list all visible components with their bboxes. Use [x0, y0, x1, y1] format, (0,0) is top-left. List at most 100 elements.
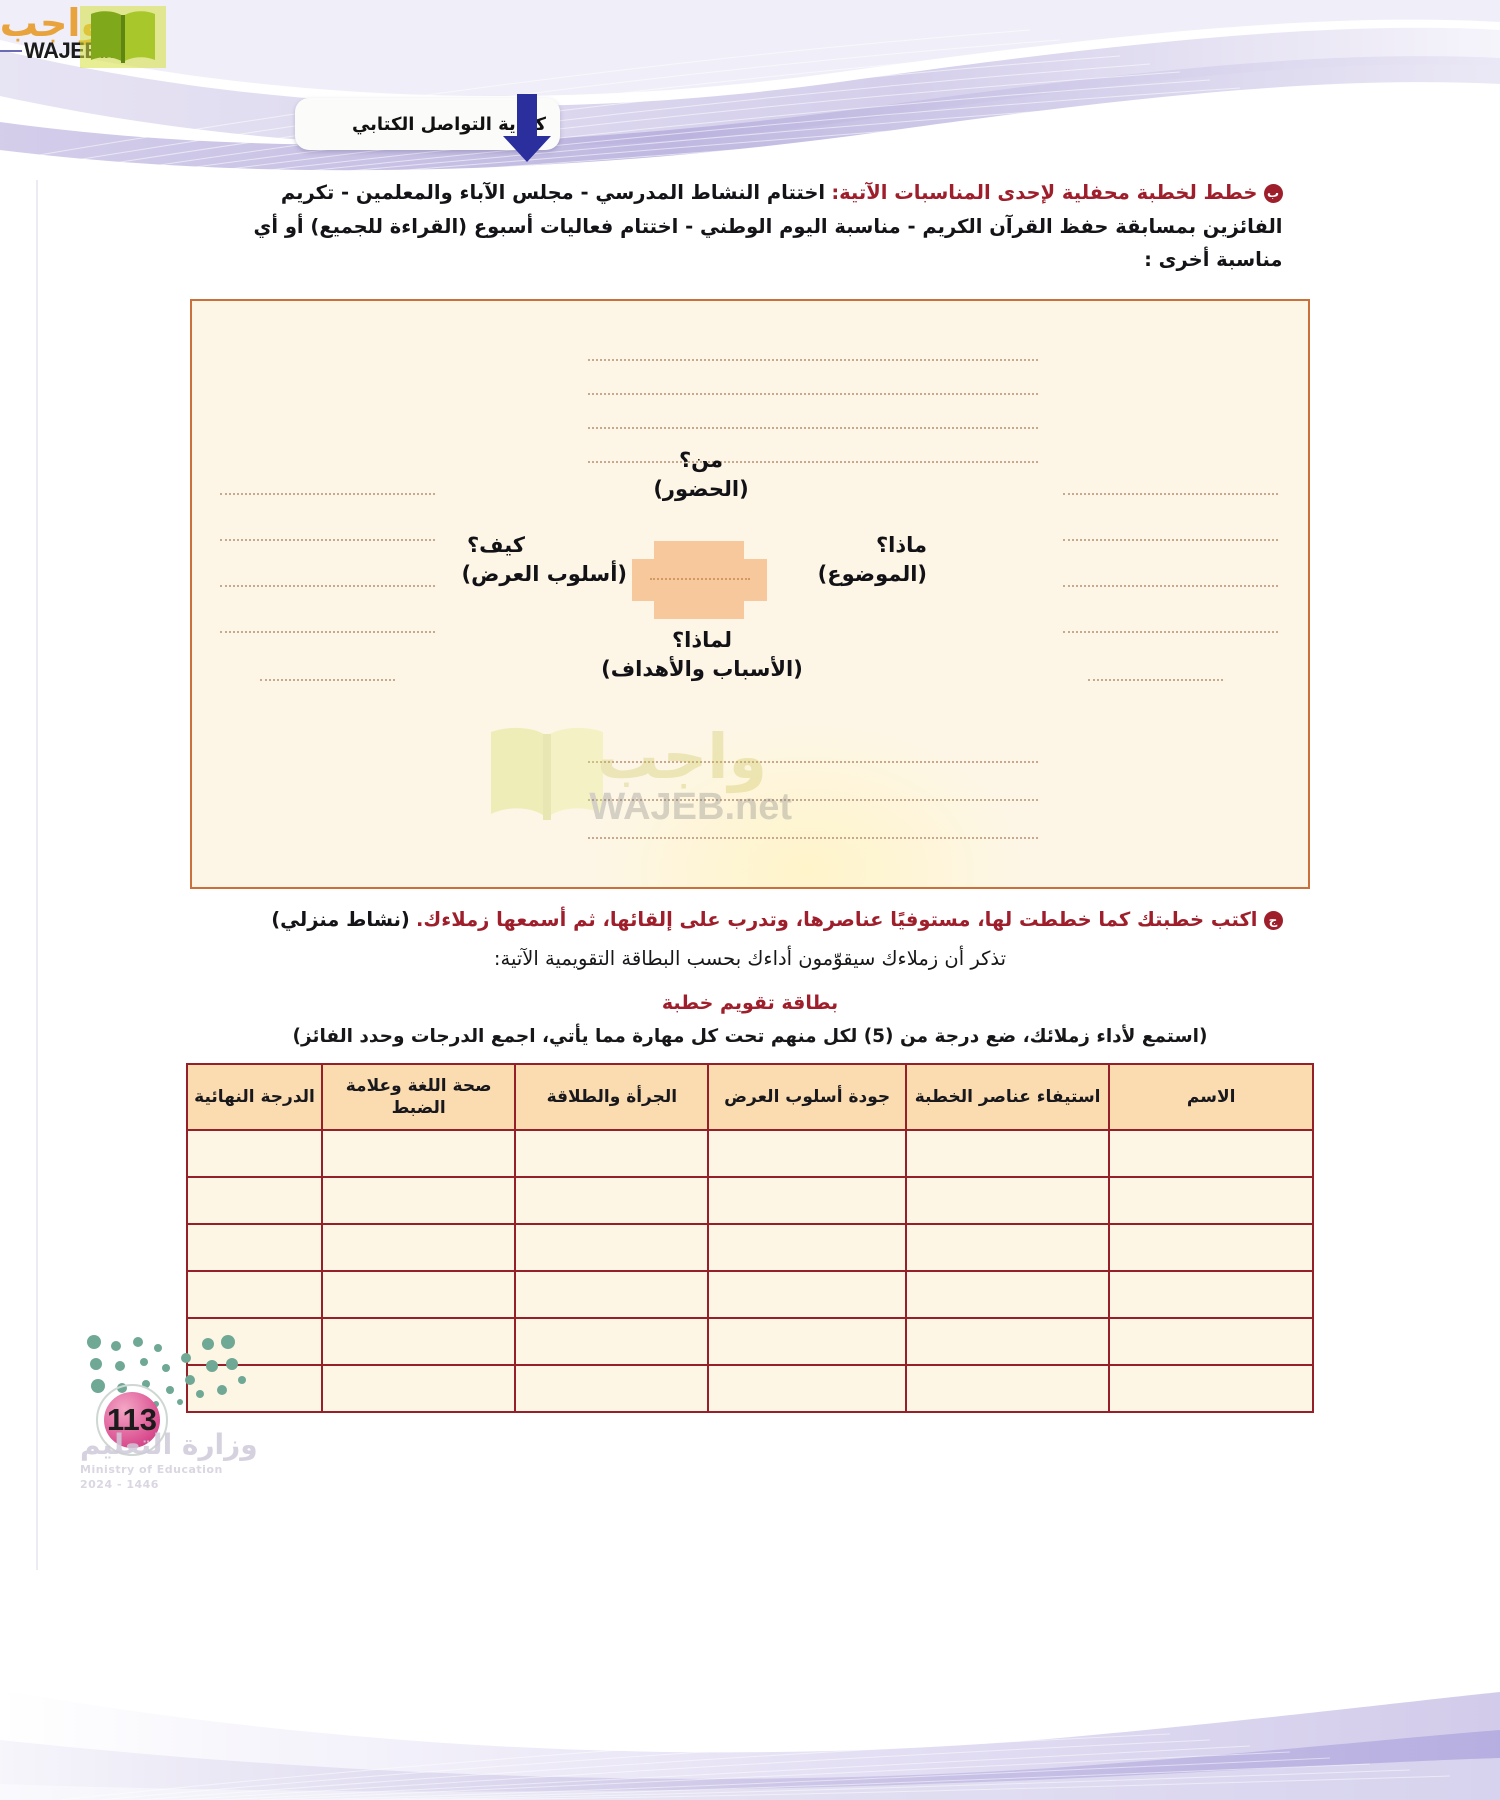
watermark-tld: .net — [724, 785, 792, 828]
exercise-b-body: اختتام النشاط المدرسي - مجلس الآباء والم… — [253, 181, 1283, 272]
column-header-boldness: الجرأة والطلاقة — [514, 1062, 710, 1131]
cell-elem[interactable] — [904, 1269, 1111, 1319]
exercise-b-marker: ب — [1263, 184, 1283, 203]
cell-brave[interactable] — [514, 1175, 710, 1225]
cell-style[interactable] — [707, 1128, 907, 1178]
evaluation-card-note: (استمع لأداء زملائك، ضع درجة من (5) لكل … — [292, 1025, 1208, 1047]
watermark-latin: WAJEB.net — [589, 788, 792, 826]
cell-brave[interactable] — [514, 1222, 710, 1272]
cell-name[interactable] — [1108, 1269, 1314, 1319]
table-row[interactable] — [185, 1363, 1314, 1413]
logo-rule — [0, 50, 22, 52]
cell-name[interactable] — [1108, 1363, 1314, 1413]
cell-total[interactable] — [185, 1175, 324, 1225]
table-row[interactable] — [185, 1269, 1314, 1319]
watermark-latin-text: WAJEB — [589, 785, 725, 828]
open-book-icon — [80, 6, 166, 72]
cross-writing-line — [650, 577, 750, 580]
cell-elem[interactable] — [904, 1128, 1111, 1178]
cell-lang[interactable] — [321, 1316, 517, 1366]
exercise-b: ب خطط لخطبة محفلية لإحدى المناسبات الآتية… — [218, 176, 1283, 277]
exercise-c: جاكتب خطبتك كما خططت لها، مستوفيًا عناصر… — [218, 903, 1283, 937]
cell-lang[interactable] — [321, 1222, 517, 1272]
footer-decoration — [0, 1570, 1500, 1800]
diagram-label-what: ماذا؟ (الموضوع) — [777, 531, 927, 591]
writing-line — [220, 630, 435, 633]
ministry-watermark-sub: Ministry of Education — [80, 1463, 223, 1476]
cell-total[interactable] — [185, 1363, 324, 1413]
diagram-label-who: من؟ (الحضور) — [636, 446, 766, 506]
cell-name[interactable] — [1108, 1316, 1314, 1366]
diagram-label-how-question: كيف؟ — [467, 532, 525, 557]
cell-elem[interactable] — [904, 1363, 1111, 1413]
exercise-c-body: (نشاط منزلي) — [271, 907, 410, 931]
cell-style[interactable] — [707, 1363, 907, 1413]
writing-line — [220, 538, 435, 541]
cell-lang[interactable] — [321, 1269, 517, 1319]
writing-line — [1063, 492, 1278, 495]
writing-line — [588, 460, 1038, 463]
cell-name[interactable] — [1108, 1175, 1314, 1225]
writing-line — [220, 584, 435, 587]
cell-style[interactable] — [707, 1175, 907, 1225]
writing-line — [588, 358, 1038, 361]
writing-line — [1063, 538, 1278, 541]
diagram-label-what-subtitle: (الموضوع) — [817, 562, 927, 587]
writing-line — [260, 678, 395, 681]
down-arrow-icon — [497, 92, 557, 164]
diagram-label-who-subtitle: (الحضور) — [653, 477, 749, 502]
table-row[interactable] — [185, 1128, 1314, 1178]
exercise-b-highlight: خطط لخطبة محفلية لإحدى المناسبات الآتية: — [831, 181, 1258, 204]
exercise-c-highlight: اكتب خطبتك كما خططت لها، مستوفيًا عناصره… — [416, 907, 1258, 931]
ministry-watermark-year: 2024 - 1446 — [80, 1478, 159, 1491]
cell-lang[interactable] — [321, 1363, 517, 1413]
diagram-label-why: لماذا؟ (الأسباب والأهداف) — [597, 626, 807, 686]
cell-elem[interactable] — [904, 1316, 1111, 1366]
central-topic-shape[interactable] — [632, 540, 767, 619]
writing-line — [220, 492, 435, 495]
table-row[interactable] — [185, 1222, 1314, 1272]
cell-brave[interactable] — [514, 1363, 710, 1413]
footer-waves-svg — [0, 1570, 1500, 1800]
exercise-c-marker: ج — [1263, 910, 1283, 930]
cell-name[interactable] — [1108, 1128, 1314, 1178]
writing-line — [588, 760, 1038, 763]
cell-total[interactable] — [185, 1128, 324, 1178]
watermark-arabic: واجب — [596, 719, 767, 793]
table-row[interactable] — [185, 1316, 1314, 1366]
diagram-label-how: كيف؟ (أسلوب العرض) — [462, 531, 627, 591]
column-header-finalscore: الدرجة النهائية — [185, 1062, 324, 1131]
cell-style[interactable] — [707, 1316, 907, 1366]
ministry-watermark: وزارة التعليم Ministry of Education 2024… — [80, 1428, 258, 1491]
writing-line — [1063, 584, 1278, 587]
cell-style[interactable] — [707, 1269, 907, 1319]
planning-worksheet-box[interactable]: واجب WAJEB.net من؟ (الحضور) ماذا؟ (الموض… — [190, 298, 1310, 889]
cell-name[interactable] — [1108, 1222, 1314, 1272]
diagram-label-who-question: من؟ — [678, 447, 724, 472]
diagram-glow — [587, 720, 1027, 887]
writing-line — [588, 426, 1038, 429]
ministry-watermark-text: وزارة التعليم — [80, 1428, 258, 1461]
cell-elem[interactable] — [904, 1175, 1111, 1225]
table-row[interactable] — [185, 1175, 1314, 1225]
cell-lang[interactable] — [321, 1128, 517, 1178]
cell-lang[interactable] — [321, 1175, 517, 1225]
cell-brave[interactable] — [514, 1316, 710, 1366]
cell-elem[interactable] — [904, 1222, 1111, 1272]
writing-line — [588, 392, 1038, 395]
page-content: ب خطط لخطبة محفلية لإحدى المناسبات الآتية… — [0, 176, 1500, 1413]
writing-line — [588, 836, 1038, 839]
header-waves-svg — [0, 0, 1500, 180]
page-badge-ring — [96, 1384, 168, 1456]
cell-brave[interactable] — [514, 1128, 710, 1178]
column-header-name: الاسم — [1108, 1062, 1314, 1131]
cell-total[interactable] — [185, 1222, 324, 1272]
cell-total[interactable] — [185, 1269, 324, 1319]
open-book-icon — [477, 718, 617, 832]
competency-tab-label: كفاية التواصل الكتابي — [351, 113, 546, 135]
page-number: 113 — [106, 1402, 157, 1437]
evaluation-table[interactable]: الاسم استيفاء عناصر الخطبة جودة أسلوب ال… — [185, 1062, 1314, 1413]
cell-brave[interactable] — [514, 1269, 710, 1319]
cell-style[interactable] — [707, 1222, 907, 1272]
